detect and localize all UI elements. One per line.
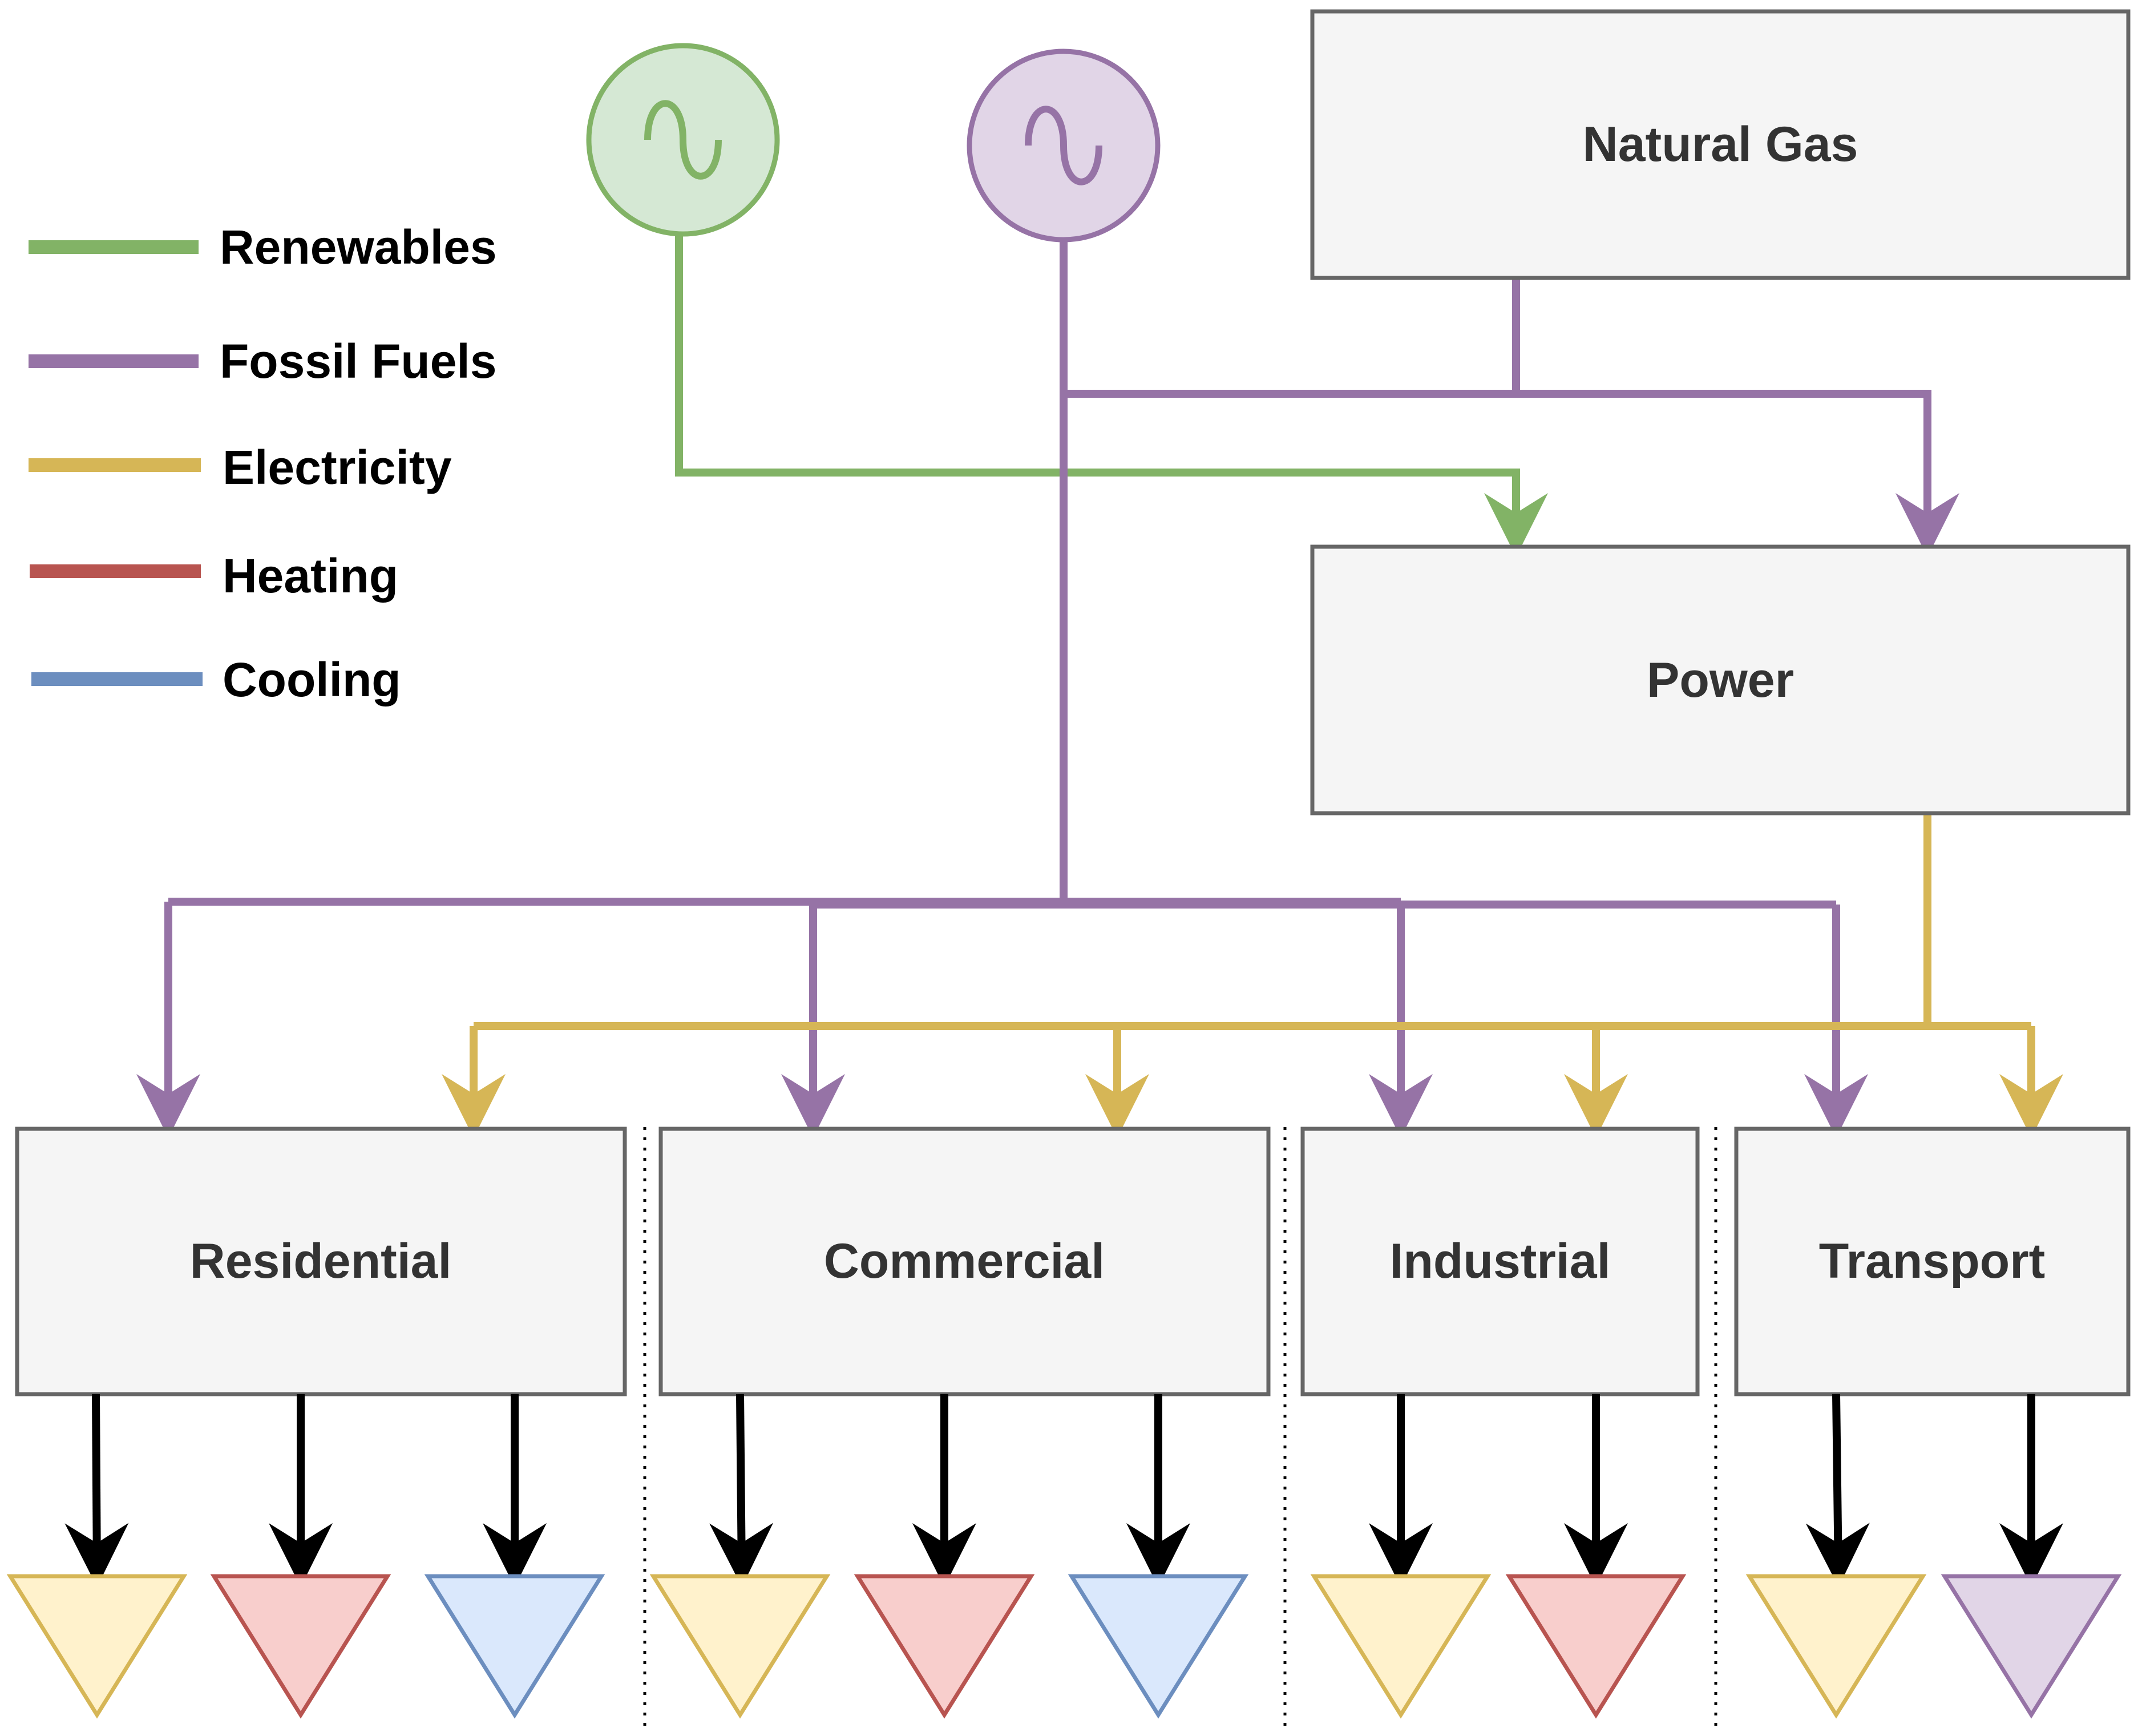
industrial-output-heating: [1505, 1574, 1687, 1719]
commercial-node: Commercial: [658, 1127, 1271, 1396]
legend-label-cooling: Cooling: [223, 653, 401, 706]
legend-label-renewables: Renewables: [220, 220, 497, 274]
ac-generator-icon: [644, 100, 722, 180]
legend-item-fossil-fuels: Fossil Fuels: [29, 334, 496, 388]
residential-output-arrow-electricity: [64, 1394, 129, 1587]
transport-label: Transport: [1819, 1234, 2046, 1289]
residential-output-electricity: [6, 1574, 188, 1719]
fossil-generator: [967, 49, 1161, 243]
transport-box: [1734, 1127, 2131, 1396]
commercial-box: [658, 1127, 1271, 1396]
transport-node: Transport: [1734, 1127, 2131, 1396]
residential-output-cooling: [424, 1574, 605, 1719]
residential-node: Residential: [15, 1127, 627, 1396]
natural-gas-box: [1310, 9, 2131, 280]
natural-gas-label: Natural Gas: [1583, 117, 1858, 172]
transport-output-electricity: [1745, 1574, 1927, 1719]
flow-lines: [136, 234, 2063, 1138]
natural-gas-node: Natural Gas: [1310, 9, 2131, 280]
commercial-label: Commercial: [824, 1234, 1105, 1289]
renewables-flow-to-power: [675, 234, 1548, 557]
transport-output-arrow-electricity: [1805, 1394, 1870, 1587]
residential-label: Residential: [190, 1234, 452, 1289]
legend-label-heating: Heating: [223, 549, 398, 603]
industrial-output-electricity: [1310, 1574, 1492, 1719]
ac-generator-icon: [1025, 106, 1102, 185]
legend-label-electricity: Electricity: [223, 441, 452, 494]
legend: Renewables Fossil Fuels Electricity Heat…: [29, 220, 497, 706]
fossil-flow-to-power: [1064, 390, 1959, 557]
fossil-bus: [168, 898, 1836, 909]
renewables-generator: [586, 43, 780, 237]
legend-item-heating: Heating: [30, 549, 398, 603]
residential-box: [15, 1127, 627, 1396]
output-flows: [64, 1394, 2063, 1587]
power-node: Power: [1310, 544, 2131, 815]
commercial-output-arrow-electricity: [709, 1394, 774, 1587]
industrial-label: Industrial: [1389, 1234, 1610, 1289]
industrial-box: [1300, 1127, 1700, 1396]
legend-item-renewables: Renewables: [29, 220, 497, 274]
output-sinks: [6, 1574, 2122, 1719]
legend-label-fossil-fuels: Fossil Fuels: [220, 334, 496, 388]
residential-output-heating: [210, 1574, 391, 1719]
legend-item-electricity: Electricity: [29, 441, 452, 494]
commercial-output-electricity: [649, 1574, 831, 1719]
power-box: [1310, 544, 2131, 815]
commercial-output-heating: [854, 1574, 1035, 1719]
industrial-node: Industrial: [1300, 1127, 1700, 1396]
legend-item-cooling: Cooling: [31, 653, 401, 706]
commercial-output-cooling: [1068, 1574, 1249, 1719]
transport-output-fossil-fuels: [1941, 1574, 2122, 1719]
power-label: Power: [1647, 653, 1794, 708]
